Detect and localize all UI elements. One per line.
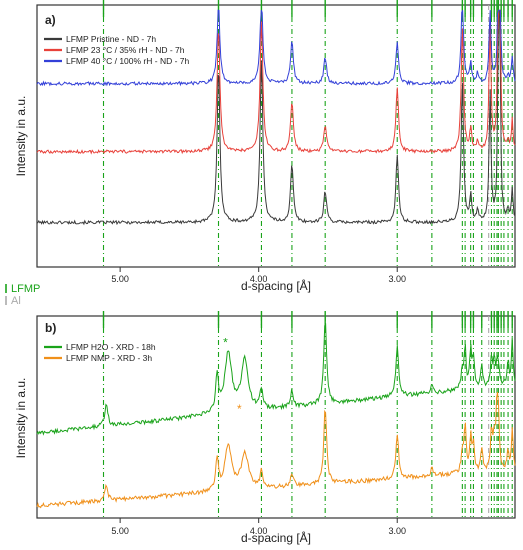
series-line-1-1 xyxy=(36,392,516,509)
panel-b-reference-lines xyxy=(102,316,513,518)
panel-a-y-axis-label: Intensity in a.u. xyxy=(14,96,28,177)
legend-entry: LFMP NMP - XRD - 3h xyxy=(66,353,152,363)
panel-b-x-axis-ticks: 5.00 4.00 3.00 xyxy=(111,518,406,536)
panel-a-series xyxy=(36,9,516,226)
series-line-0-1 xyxy=(36,9,516,155)
al-legend-label: Al xyxy=(11,295,21,307)
panel-b-annotations: ** xyxy=(223,335,242,416)
x-axis-tick-label: 3.00 xyxy=(388,526,406,536)
reference-legend: LFMP Al xyxy=(5,283,40,307)
x-axis-tick-label: 5.00 xyxy=(111,526,129,536)
legend-entry: LFMP 23 °C / 35% rH - ND - 7h xyxy=(66,45,185,55)
legend-entry: LFMP Pristine - ND - 7h xyxy=(66,34,156,44)
series-line-0-2 xyxy=(36,9,516,87)
panel-a-x-axis-label: d-spacing [Å] xyxy=(241,278,311,293)
series-line-1-0 xyxy=(36,323,516,436)
x-axis-tick-label: 3.00 xyxy=(388,274,406,284)
legend-entry: LFMP 40 °C / 100% rH - ND - 7h xyxy=(66,56,189,66)
panel-b-reference-ticks xyxy=(102,311,513,328)
legend-entry: LFMP H2O - XRD - 18h xyxy=(66,342,156,352)
series-line-0-0 xyxy=(36,10,516,226)
panel-a-reference-ticks xyxy=(102,0,513,17)
x-axis-tick-label: 4.00 xyxy=(250,274,268,284)
peak-annotation: * xyxy=(223,335,228,349)
panel-a: 5.00 4.00 3.00 a) LFMP Pristine - ND - 7hL… xyxy=(14,0,516,293)
x-axis-tick-label: 5.00 xyxy=(111,274,129,284)
panel-a-label: a) xyxy=(45,13,56,27)
panel-b-series xyxy=(36,323,516,509)
panel-b-frame xyxy=(36,315,516,519)
lfmp-legend-label: LFMP xyxy=(11,283,40,295)
panel-a-reference-lines xyxy=(102,5,513,267)
panel-b: 5.00 4.00 3.00 ** b) LFMP H2O - XRD - 18hL… xyxy=(14,311,516,545)
x-axis-tick-label: 4.00 xyxy=(250,526,268,536)
panel-b-label: b) xyxy=(45,321,56,335)
panel-b-x-axis-label: d-spacing [Å] xyxy=(241,530,311,545)
peak-annotation: * xyxy=(237,402,242,416)
panel-b-y-axis-label: Intensity in a.u. xyxy=(14,378,28,459)
panel-a-x-axis-ticks: 5.00 4.00 3.00 xyxy=(111,267,406,284)
